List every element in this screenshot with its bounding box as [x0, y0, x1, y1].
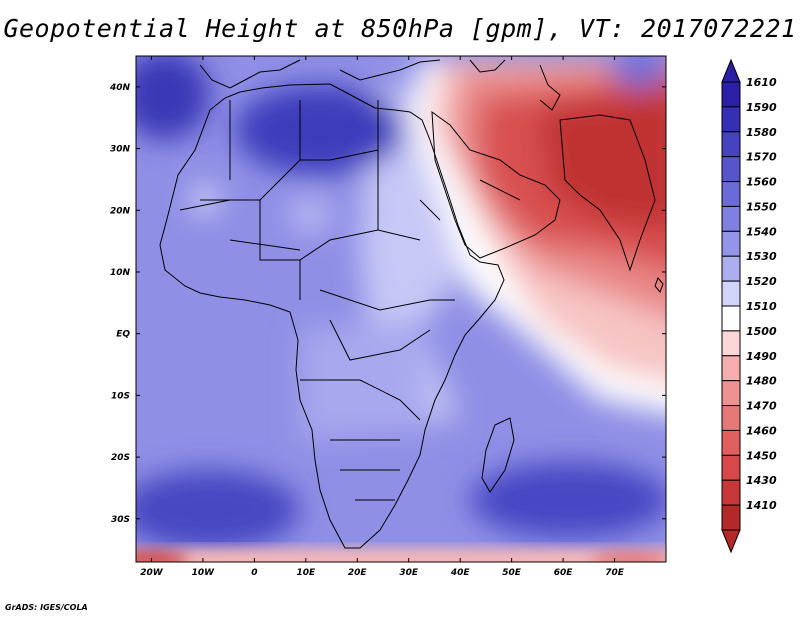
colorbar-swatch — [721, 106, 741, 133]
colorbar-label: 1500 — [746, 325, 777, 338]
colorbar-swatch — [721, 479, 741, 506]
lon-tick-label: 50E — [502, 568, 522, 578]
colorbar-label: 1540 — [746, 225, 777, 238]
colorbar-label: 1450 — [746, 449, 777, 462]
colorbar-label: 1570 — [746, 151, 777, 164]
colorbar-label: 1520 — [746, 275, 777, 288]
lon-tick-label: 40E — [450, 568, 471, 578]
colorbar-label: 1560 — [746, 176, 777, 189]
colorbar-swatch — [721, 280, 741, 307]
colorbar-label: 1510 — [746, 300, 777, 313]
map-title: Geopotential Height at 850hPa [gpm], VT:… — [3, 14, 797, 43]
lat-tick-label: EQ — [116, 330, 130, 340]
lat-tick-label: 30S — [111, 515, 130, 525]
colorbar-swatch — [721, 230, 741, 257]
colorbar-label: 1470 — [746, 400, 777, 413]
colorbar-swatch — [721, 255, 741, 282]
colorbar-swatch — [721, 131, 741, 158]
colorbar-swatch — [721, 504, 741, 531]
lon-tick-label: 60E — [554, 568, 574, 578]
lon-tick-label: 0 — [251, 568, 257, 578]
colorbar-label: 1430 — [746, 474, 777, 487]
lon-tick-label: 70E — [605, 568, 625, 578]
lon-tick-label: 30E — [399, 568, 419, 578]
colorbar-label: 1460 — [746, 424, 777, 437]
colorbar-label: 1580 — [746, 126, 777, 139]
colorbar-swatch — [721, 305, 741, 332]
lat-tick-label: 10S — [111, 391, 130, 401]
colorbar-swatch — [721, 205, 741, 232]
colorbar-swatch — [721, 429, 741, 456]
grads-credit: GrADS: IGES/COLA — [5, 603, 88, 612]
colorbar-label: 1590 — [746, 101, 777, 114]
colorbar-label: 1550 — [746, 200, 777, 213]
colorbar-label: 1490 — [746, 350, 777, 363]
map-axes: 20W 10W 0 10E 20E 30E 40E 50E 60E 70E 40N 30N 20N 10N… — [109, 56, 666, 578]
colorbar-swatch — [721, 330, 741, 357]
lon-tick-label: 20W — [140, 568, 164, 578]
colorbar-swatch — [721, 355, 741, 382]
colorbar-top-arrow — [721, 58, 741, 83]
colorbar: 1610 1590 1580 1570 1560 1550 1540 1530 1520 1510… — [721, 58, 777, 554]
lon-tick-label: 20E — [348, 568, 368, 578]
colorbar-swatch — [721, 81, 741, 108]
height-field — [136, 56, 666, 562]
colorbar-swatch — [721, 454, 741, 481]
colorbar-swatch — [721, 156, 741, 183]
colorbar-swatch — [721, 405, 741, 431]
lat-tick-label: 10N — [110, 268, 131, 278]
colorbar-label: 1480 — [746, 375, 777, 388]
lat-tick-label: 20N — [110, 206, 131, 216]
colorbar-label: 1530 — [746, 250, 777, 263]
colorbar-swatch — [721, 181, 741, 207]
colorbar-label: 1610 — [746, 76, 777, 89]
lat-tick-label: 20S — [111, 453, 130, 463]
lat-tick-label: 30N — [110, 145, 131, 155]
lon-tick-label: 10W — [192, 568, 216, 578]
colorbar-label: 1410 — [746, 499, 777, 512]
map-frame — [135, 55, 667, 563]
lon-tick-label: 10E — [296, 568, 316, 578]
coastline-outlines — [159, 59, 664, 549]
lat-tick-label: 40N — [109, 83, 131, 93]
colorbar-bottom-arrow — [721, 529, 741, 554]
colorbar-swatch — [721, 380, 741, 407]
